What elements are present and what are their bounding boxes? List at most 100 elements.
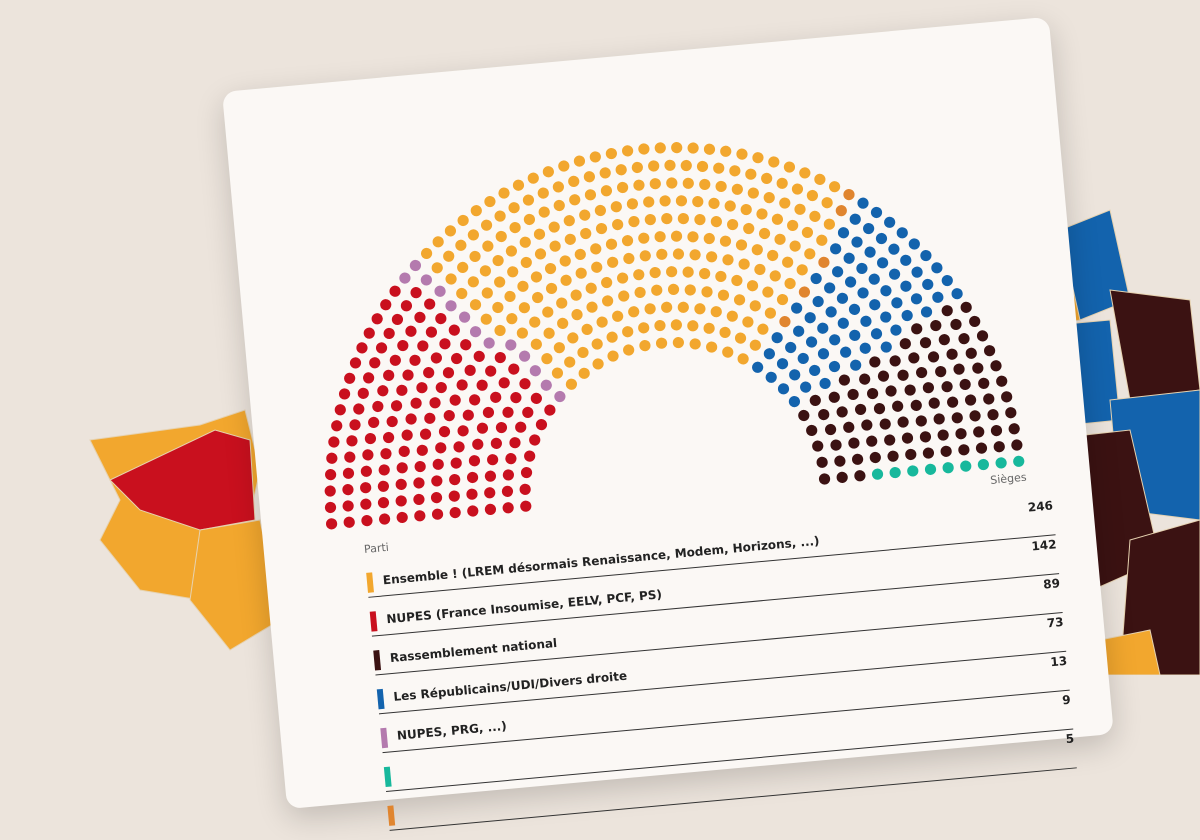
seat xyxy=(940,445,952,457)
seat xyxy=(654,142,666,154)
seat xyxy=(654,319,666,332)
seat xyxy=(545,282,558,295)
seat xyxy=(498,187,510,199)
seat xyxy=(490,391,502,403)
seat xyxy=(495,421,508,434)
seat xyxy=(400,300,413,312)
seat xyxy=(869,356,881,368)
seat xyxy=(633,179,645,191)
seat xyxy=(928,397,940,409)
party-name: NUPES, PRG, ...) xyxy=(396,718,508,743)
seat xyxy=(836,471,848,483)
seat xyxy=(484,487,496,499)
seat xyxy=(480,313,492,325)
seat xyxy=(410,287,422,299)
seat xyxy=(677,213,689,225)
seat xyxy=(719,326,731,338)
seat xyxy=(371,313,383,325)
seat xyxy=(377,480,390,492)
seat xyxy=(554,390,566,403)
seat xyxy=(466,488,478,500)
seat xyxy=(553,199,565,212)
seat xyxy=(618,290,630,302)
seat xyxy=(512,179,525,191)
seat xyxy=(850,359,862,371)
seat xyxy=(798,409,810,422)
seat xyxy=(591,261,603,273)
seat xyxy=(749,300,761,312)
seat xyxy=(520,466,533,479)
seat xyxy=(380,299,392,311)
seat xyxy=(726,310,738,322)
seat xyxy=(410,397,422,409)
seat xyxy=(590,243,602,255)
seat xyxy=(849,329,861,341)
seat xyxy=(779,197,791,209)
seat xyxy=(338,388,351,400)
seat xyxy=(856,262,868,275)
seat xyxy=(552,181,564,193)
seat xyxy=(880,311,892,323)
seat xyxy=(537,187,549,199)
seat xyxy=(589,151,601,163)
seat xyxy=(672,248,685,260)
seat xyxy=(455,239,467,251)
seat xyxy=(643,196,655,208)
seat xyxy=(520,256,532,269)
seat xyxy=(409,354,421,366)
seat xyxy=(812,440,824,452)
seat xyxy=(430,352,442,364)
seat xyxy=(435,381,447,394)
seat xyxy=(922,382,935,394)
seat xyxy=(424,412,436,424)
seat xyxy=(505,339,517,351)
seat xyxy=(601,276,613,289)
seat xyxy=(687,231,699,243)
seat xyxy=(922,447,935,459)
seat xyxy=(922,278,934,291)
seat xyxy=(953,363,965,375)
seat xyxy=(935,366,947,378)
seat xyxy=(551,367,564,379)
seat xyxy=(397,339,409,352)
seat xyxy=(498,377,510,389)
seat xyxy=(585,282,597,294)
seat xyxy=(932,291,944,303)
seat xyxy=(869,299,881,311)
seat xyxy=(505,245,518,257)
seat xyxy=(838,374,850,386)
seat xyxy=(638,232,650,244)
seat xyxy=(806,424,818,437)
seat xyxy=(481,287,493,299)
seat xyxy=(891,297,903,309)
seat xyxy=(579,209,591,221)
party-seats xyxy=(324,285,556,530)
seat xyxy=(648,160,660,172)
seat xyxy=(869,451,881,464)
seat xyxy=(543,327,555,339)
seat xyxy=(889,466,901,479)
seat xyxy=(733,294,746,306)
seat xyxy=(845,276,857,288)
seat xyxy=(671,142,683,154)
seat xyxy=(745,168,757,180)
hemicycle xyxy=(324,142,1025,530)
seat xyxy=(927,351,940,363)
seat xyxy=(353,403,365,415)
seat xyxy=(396,462,408,474)
party-seats xyxy=(399,259,566,403)
seat xyxy=(472,438,484,450)
seat xyxy=(764,307,776,319)
seat xyxy=(667,283,680,295)
seat xyxy=(435,442,447,454)
seat xyxy=(768,156,780,168)
seat xyxy=(852,453,864,465)
seat xyxy=(976,330,989,342)
seat xyxy=(402,369,414,381)
seat xyxy=(529,365,541,377)
seat xyxy=(443,410,455,422)
seat xyxy=(449,474,461,486)
seat xyxy=(958,444,970,456)
seat xyxy=(460,339,472,351)
seat xyxy=(888,243,900,255)
